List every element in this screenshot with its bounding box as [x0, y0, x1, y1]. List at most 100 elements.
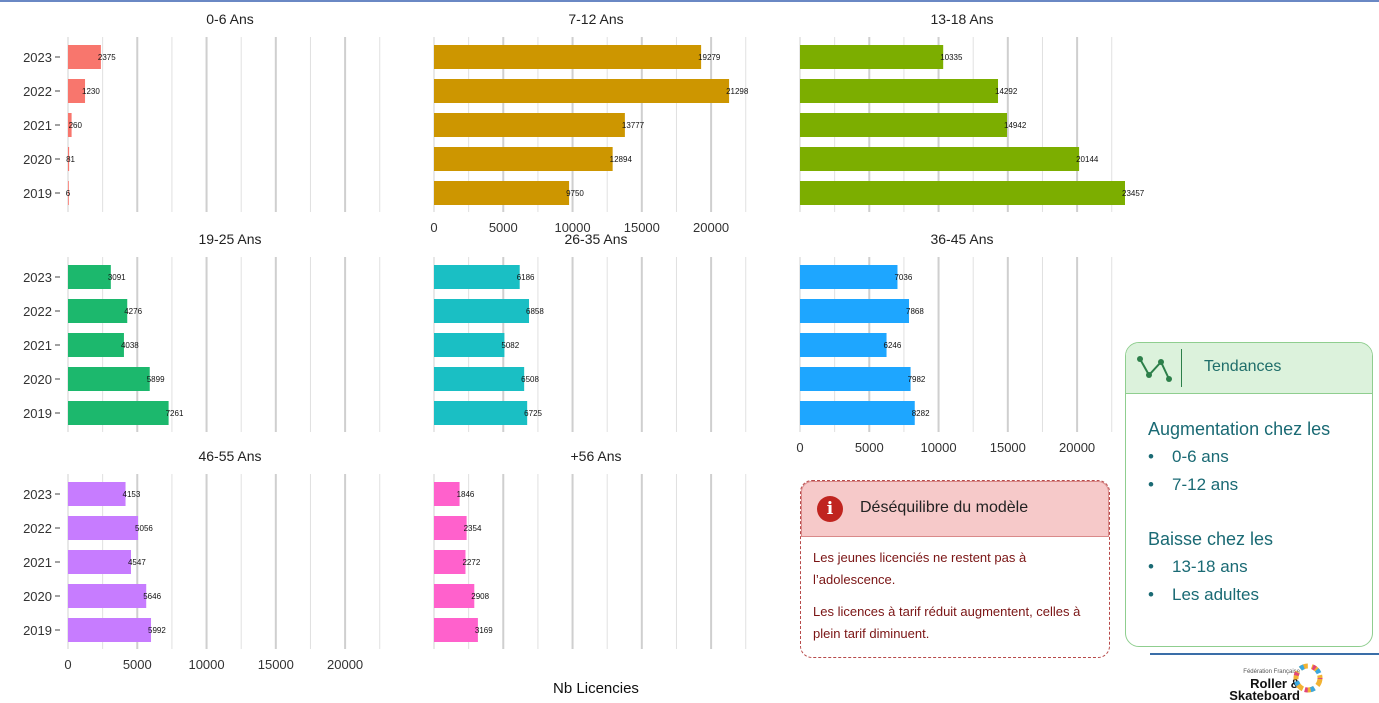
y-tick-label: 2022: [23, 84, 52, 99]
y-tick-label: 2022: [23, 304, 52, 319]
bar: [68, 79, 86, 103]
bar: [68, 181, 69, 205]
y-tick-label: 2023: [23, 270, 52, 285]
panel-title: 19-25 Ans: [198, 231, 261, 247]
info-icon: i: [817, 496, 843, 522]
data-label: 19279: [698, 53, 721, 62]
data-label: 6858: [526, 307, 544, 316]
x-tick-label: 5000: [489, 220, 518, 235]
bar: [434, 113, 625, 137]
panel-title: 7-12 Ans: [568, 11, 623, 27]
bar: [68, 333, 124, 357]
data-label: 20144: [1076, 155, 1099, 164]
bar: [434, 618, 478, 642]
info-callout-header: i Déséquilibre du modèle: [801, 481, 1109, 537]
info-callout: i Déséquilibre du modèle Les jeunes lice…: [800, 480, 1110, 658]
bar: [68, 550, 131, 574]
bar: [434, 45, 702, 69]
bar: [800, 401, 915, 425]
increase-item: • 0-6 ans: [1148, 447, 1229, 466]
y-tick-label: 2023: [23, 487, 52, 502]
data-label: 2375: [98, 53, 116, 62]
bar: [434, 181, 570, 205]
bar: [68, 618, 152, 642]
x-tick-label: 20000: [327, 657, 363, 672]
data-label: 6508: [521, 375, 539, 384]
y-tick-label: 2019: [23, 186, 52, 201]
increase-item: • 7-12 ans: [1148, 475, 1239, 494]
y-tick-label: 2019: [23, 623, 52, 638]
trends-title: Tendances: [1204, 358, 1282, 375]
x-tick-label: 10000: [920, 440, 956, 455]
y-tick-label: 2019: [23, 406, 52, 421]
bar: [800, 367, 911, 391]
bar: [800, 147, 1080, 171]
bar: [800, 299, 910, 323]
bar: [434, 516, 467, 540]
data-label: 5056: [135, 524, 153, 533]
trends-callout: Tendances Augmentation chez les • 0-6 ans…: [1125, 342, 1373, 647]
bar: [800, 45, 944, 69]
trends-callout-header: Tendances: [1126, 343, 1372, 394]
top-rule: [0, 0, 1379, 2]
data-label: 6186: [517, 273, 535, 282]
data-label: 2272: [462, 558, 480, 567]
y-tick-label: 2020: [23, 372, 52, 387]
bar: [434, 367, 525, 391]
data-label: 9750: [566, 189, 584, 198]
bar: [434, 265, 520, 289]
logo-small-text: Fédération Française: [1243, 669, 1300, 675]
y-tick-label: 2020: [23, 152, 52, 167]
y-tick-label: 2020: [23, 589, 52, 604]
data-label: 4038: [121, 341, 139, 350]
data-label: 7036: [894, 273, 912, 282]
federation-logo-icon: [1293, 663, 1323, 693]
data-label: 10335: [940, 53, 963, 62]
data-label: 6725: [524, 409, 542, 418]
x-tick-label: 0: [64, 657, 71, 672]
bar: [68, 584, 147, 608]
decrease-item: • Les adultes: [1148, 585, 1259, 604]
data-label: 7261: [166, 409, 184, 418]
data-label: 6246: [884, 341, 902, 350]
panel-title: 13-18 Ans: [930, 11, 993, 27]
x-tick-label: 15000: [258, 657, 294, 672]
bar: [434, 333, 505, 357]
bar: [68, 265, 111, 289]
x-tick-label: 0: [796, 440, 803, 455]
info-callout-text-1: Les jeunes licenciés ne restent pas à l’…: [813, 550, 1027, 587]
data-label: 12894: [610, 155, 633, 164]
bar: [434, 79, 730, 103]
data-label: 3169: [475, 626, 493, 635]
data-label: 1846: [457, 490, 475, 499]
data-label: 7982: [908, 375, 926, 384]
data-label: 5082: [501, 341, 519, 350]
bar: [68, 367, 150, 391]
panel-title: 0-6 Ans: [206, 11, 253, 27]
data-label: 4153: [123, 490, 141, 499]
panel-title: +56 Ans: [571, 448, 622, 464]
x-tick-label: 15000: [990, 440, 1026, 455]
data-label: 6: [66, 189, 71, 198]
x-tick-label: 10000: [554, 220, 590, 235]
increase-heading: Augmentation chez les: [1148, 419, 1331, 439]
data-label: 14942: [1004, 121, 1027, 130]
bar: [800, 265, 898, 289]
bar: [68, 147, 70, 171]
bar: [434, 299, 530, 323]
x-tick-label: 20000: [693, 220, 729, 235]
data-label: 4276: [124, 307, 142, 316]
decrease-heading: Baisse chez les: [1148, 529, 1274, 549]
data-label: 81: [66, 155, 75, 164]
panel-title: 46-55 Ans: [198, 448, 261, 464]
data-label: 23457: [1122, 189, 1145, 198]
data-label: 8282: [912, 409, 930, 418]
bar: [434, 147, 613, 171]
trends-header-divider: [1181, 349, 1182, 387]
bar: [68, 113, 72, 137]
x-tick-label: 5000: [855, 440, 884, 455]
y-tick-label: 2021: [23, 338, 52, 353]
y-tick-label: 2022: [23, 521, 52, 536]
x-tick-label: 0: [430, 220, 437, 235]
